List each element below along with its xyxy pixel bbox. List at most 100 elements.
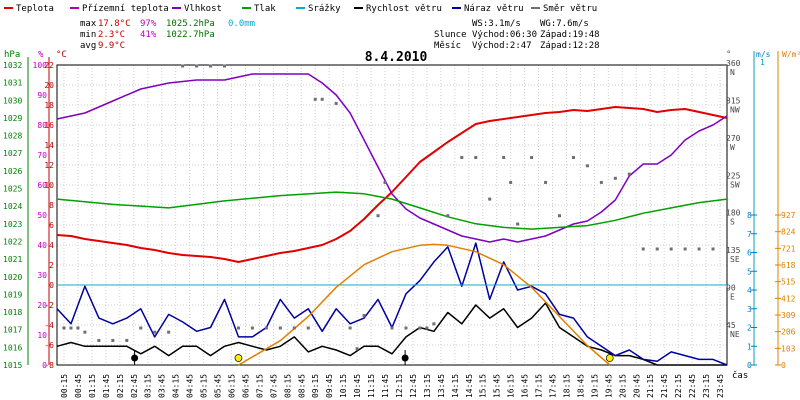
wind-direction-point xyxy=(153,330,157,334)
wind-tick-label: 7 xyxy=(747,230,752,239)
hpa-unit-label: hPa xyxy=(4,50,20,60)
stats-humidity: 97% xyxy=(140,19,157,29)
sunset: Západ:19:48 xyxy=(540,30,600,40)
degc-tick-label: 6 xyxy=(49,221,54,230)
solar-tick-label: 206 xyxy=(781,328,796,337)
degc-tick-label: 18 xyxy=(44,101,54,110)
degc-tick-label: 8 xyxy=(49,201,54,210)
wind-direction-point xyxy=(264,326,268,330)
time-tick-label: 21:15 xyxy=(646,374,655,398)
dir-tick-label: 315 xyxy=(726,96,741,105)
pct-tick-label: 10 xyxy=(37,331,47,340)
time-tick-label: 02:45 xyxy=(130,374,139,398)
ms-unit-label: m/s xyxy=(756,50,771,59)
degc-tick-label: -8 xyxy=(44,361,54,370)
hpa-tick-label: 1021 xyxy=(3,255,22,264)
wm2-unit-label: W/m² xyxy=(782,50,800,59)
wind-direction-point xyxy=(558,214,561,218)
wind-tick-label: 8 xyxy=(747,211,752,220)
hpa-tick-label: 1031 xyxy=(3,79,22,88)
wind-direction-point xyxy=(69,326,73,330)
hpa-tick-label: 1025 xyxy=(3,185,22,194)
time-tick-label: 04:15 xyxy=(172,374,181,398)
dir-tick-label: 90 xyxy=(726,284,736,293)
hpa-tick-label: 1026 xyxy=(3,167,22,176)
degc-unit-label: °C xyxy=(56,50,67,60)
wind-direction-point xyxy=(599,180,603,184)
wind-direction-point xyxy=(390,326,394,330)
wind-direction-point xyxy=(348,326,352,330)
rain-top-tick: 1 xyxy=(760,58,765,67)
wind-direction-point xyxy=(530,155,534,159)
hpa-tick-label: 1017 xyxy=(3,326,22,335)
dir-compass-label: SW xyxy=(730,180,740,189)
wind-direction-point xyxy=(83,330,87,334)
time-tick-label: 04:45 xyxy=(186,374,195,398)
pct-tick-label: 30 xyxy=(37,271,47,280)
time-tick-label: 05:15 xyxy=(200,374,209,398)
wind-tick-label: 2 xyxy=(747,324,752,333)
solar-tick-label: 824 xyxy=(781,228,796,237)
hpa-tick-label: 1028 xyxy=(3,132,22,141)
wind-direction-point xyxy=(655,247,659,251)
time-tick-label: 12:45 xyxy=(409,374,418,398)
wind-direction-point xyxy=(683,247,687,251)
wind-tick-label: 3 xyxy=(747,305,752,314)
time-tick-label: 19:45 xyxy=(604,374,613,398)
degc-tick-label: 16 xyxy=(44,121,54,130)
time-tick-label: 00:45 xyxy=(74,374,83,398)
wind-direction-point xyxy=(355,347,359,351)
time-tick-label: 09:15 xyxy=(311,374,320,398)
moon-marker xyxy=(131,354,139,362)
wind-direction-point xyxy=(432,322,436,326)
wind-direction-point xyxy=(306,326,310,330)
pct-tick-label: 80 xyxy=(37,121,47,130)
stats-row-label: min xyxy=(80,30,96,40)
time-axis-label: čas xyxy=(732,370,748,381)
wind-direction-point xyxy=(320,97,324,101)
degc-tick-label: 20 xyxy=(44,81,54,90)
time-tick-label: 17:15 xyxy=(535,374,544,398)
hpa-tick-label: 1015 xyxy=(3,361,22,370)
hpa-tick-label: 1032 xyxy=(3,61,22,70)
hpa-tick-label: 1020 xyxy=(3,273,22,282)
wind-direction-point xyxy=(697,247,701,251)
solar-tick-label: 721 xyxy=(781,244,796,253)
hpa-tick-label: 1018 xyxy=(3,308,22,317)
legend-label: Náraz větru xyxy=(464,4,524,14)
stats-row-label: max xyxy=(80,19,97,29)
solar-tick-label: 309 xyxy=(781,311,796,320)
time-tick-label: 20:45 xyxy=(632,374,641,398)
dir-compass-label: N xyxy=(730,68,735,77)
degc-tick-label: 14 xyxy=(44,141,54,150)
solar-tick-label: 515 xyxy=(781,278,796,287)
wind-direction-point xyxy=(669,247,673,251)
time-tick-label: 17:45 xyxy=(549,374,558,398)
moon-marker xyxy=(401,354,409,362)
hpa-tick-label: 1030 xyxy=(3,96,22,105)
moonrise: Východ:2:47 xyxy=(472,41,532,51)
pct-tick-label: 0 xyxy=(42,361,47,370)
wind-direction-point xyxy=(446,214,450,218)
wind-direction-point xyxy=(474,155,478,159)
time-tick-label: 14:45 xyxy=(465,374,474,398)
dir-compass-label: NE xyxy=(730,330,740,339)
wind-direction-point xyxy=(236,326,240,330)
wind-direction-point xyxy=(223,64,226,68)
solar-tick-label: 412 xyxy=(781,294,796,303)
time-tick-label: 12:15 xyxy=(395,374,404,398)
wind-direction-point xyxy=(544,180,548,184)
time-tick-label: 06:15 xyxy=(227,374,236,398)
time-tick-label: 03:15 xyxy=(144,374,153,398)
time-tick-label: 05:45 xyxy=(214,374,223,398)
wind-direction-point xyxy=(278,326,282,330)
wind-direction-point xyxy=(76,326,80,330)
pct-tick-label: 100 xyxy=(33,61,48,70)
chart-header: Teplota Přízemní teplota Vlhkost Tlak Srážky… xyxy=(4,4,600,51)
time-tick-label: 01:15 xyxy=(88,374,97,398)
wind-tick-label: 6 xyxy=(747,249,752,258)
dir-tick-label: 360 xyxy=(726,59,741,68)
time-tick-label: 11:15 xyxy=(367,374,376,398)
